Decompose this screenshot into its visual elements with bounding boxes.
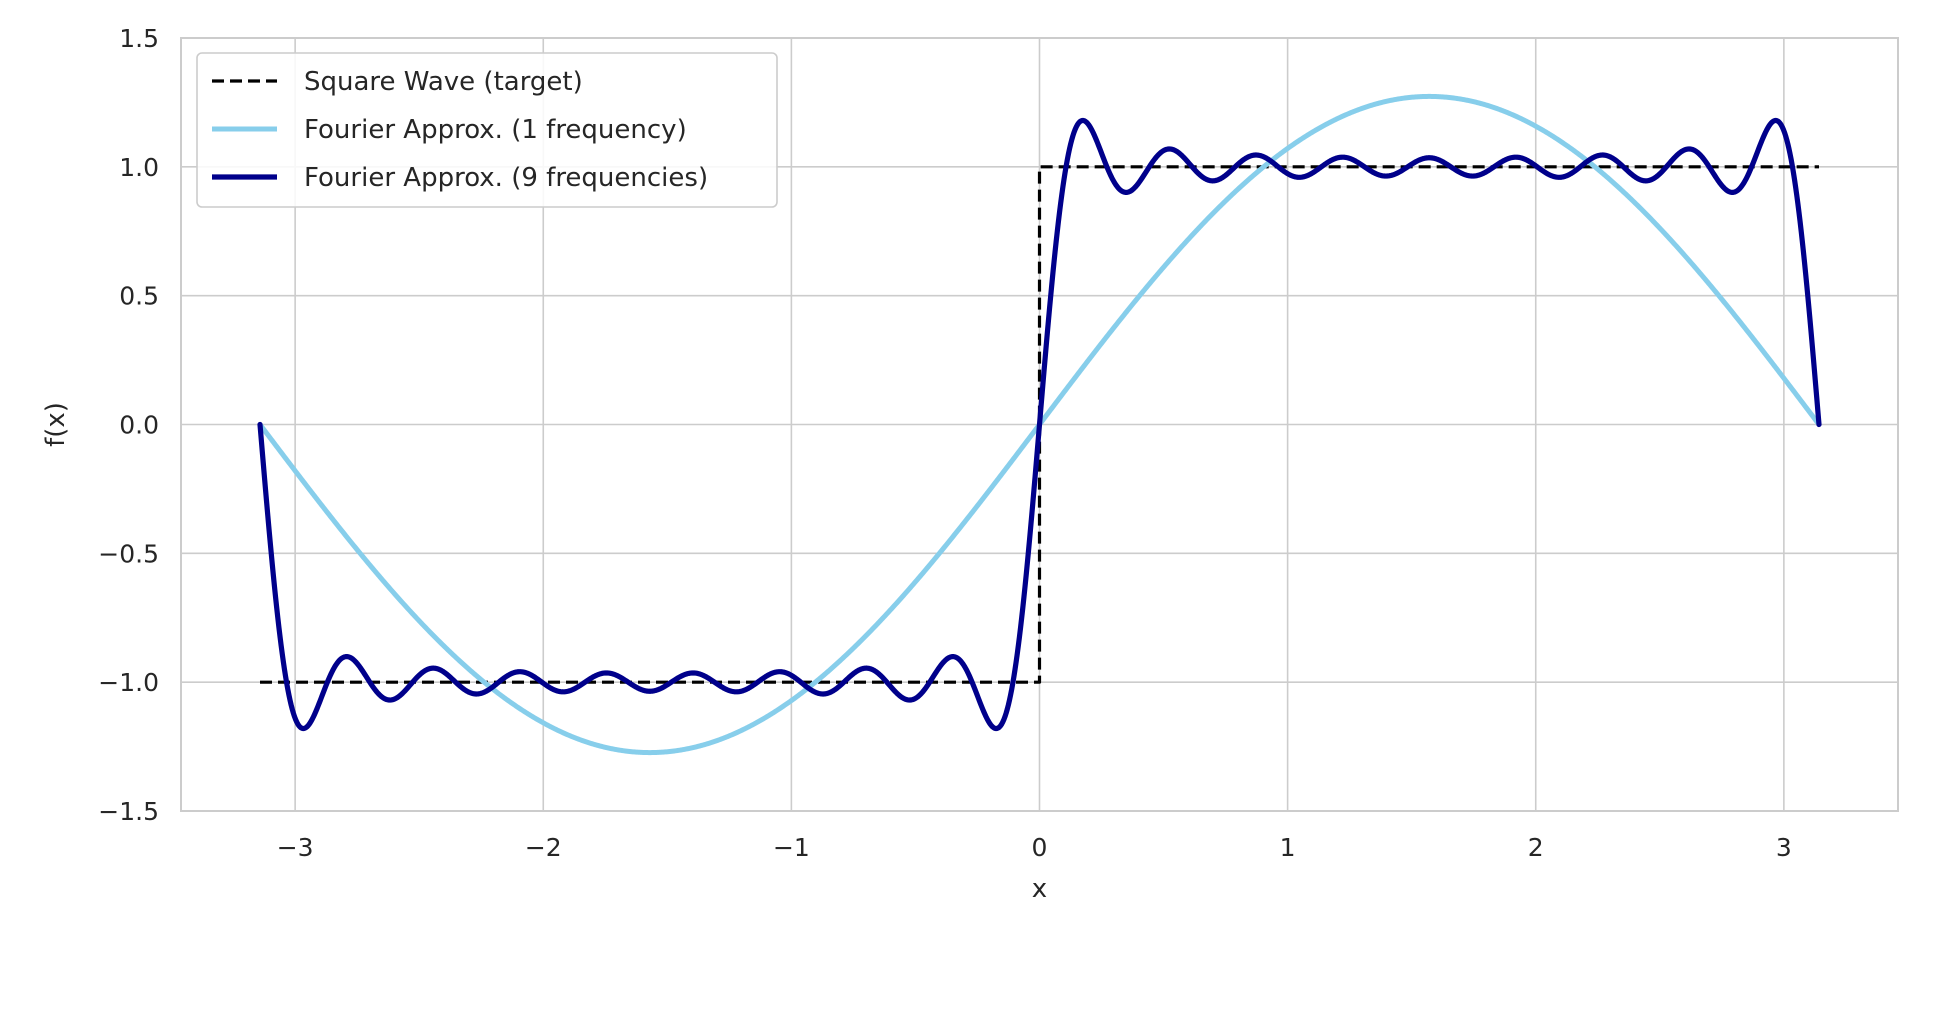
legend-entries: Square Wave (target) Fourier Approx. (1 f… — [212, 67, 708, 193]
x-tick-label: 0 — [1032, 833, 1048, 862]
y-tick-label: 0.0 — [119, 411, 159, 440]
y-tick-label: 1.5 — [119, 24, 159, 53]
y-axis-label: f(x) — [41, 402, 71, 447]
x-tick-label: −3 — [277, 833, 314, 862]
series-layer — [257, 93, 1822, 756]
legend-label-3: Fourier Approx. (9 frequencies) — [304, 163, 708, 193]
y-tick-label: 1.0 — [119, 153, 159, 182]
plot-frame — [180, 37, 1899, 812]
x-tick-label: 2 — [1528, 833, 1544, 862]
x-tick-label: −2 — [525, 833, 562, 862]
series-line-3 — [257, 117, 1822, 732]
legend-label-2: Fourier Approx. (1 frequency) — [304, 115, 687, 145]
y-tick-label: −1.5 — [98, 797, 159, 826]
x-tick-label: 3 — [1776, 833, 1792, 862]
legend-label-1: Square Wave (target) — [304, 67, 583, 97]
x-tick-label: 1 — [1280, 833, 1296, 862]
legend-box — [196, 52, 778, 208]
y-tick-label: −1.0 — [98, 668, 159, 697]
y-tick-labels: −1.5 −1.0 −0.5 0.0 0.5 1.0 1.5 — [98, 24, 159, 826]
x-tick-label: −1 — [773, 833, 810, 862]
y-tick-label: −0.5 — [98, 539, 159, 568]
x-axis-label: x — [1032, 874, 1047, 904]
legend: Square Wave (target) Fourier Approx. (1 f… — [196, 52, 778, 208]
x-tick-labels: −3 −2 −1 0 1 2 3 — [277, 833, 1792, 862]
y-tick-label: 0.5 — [119, 282, 159, 311]
